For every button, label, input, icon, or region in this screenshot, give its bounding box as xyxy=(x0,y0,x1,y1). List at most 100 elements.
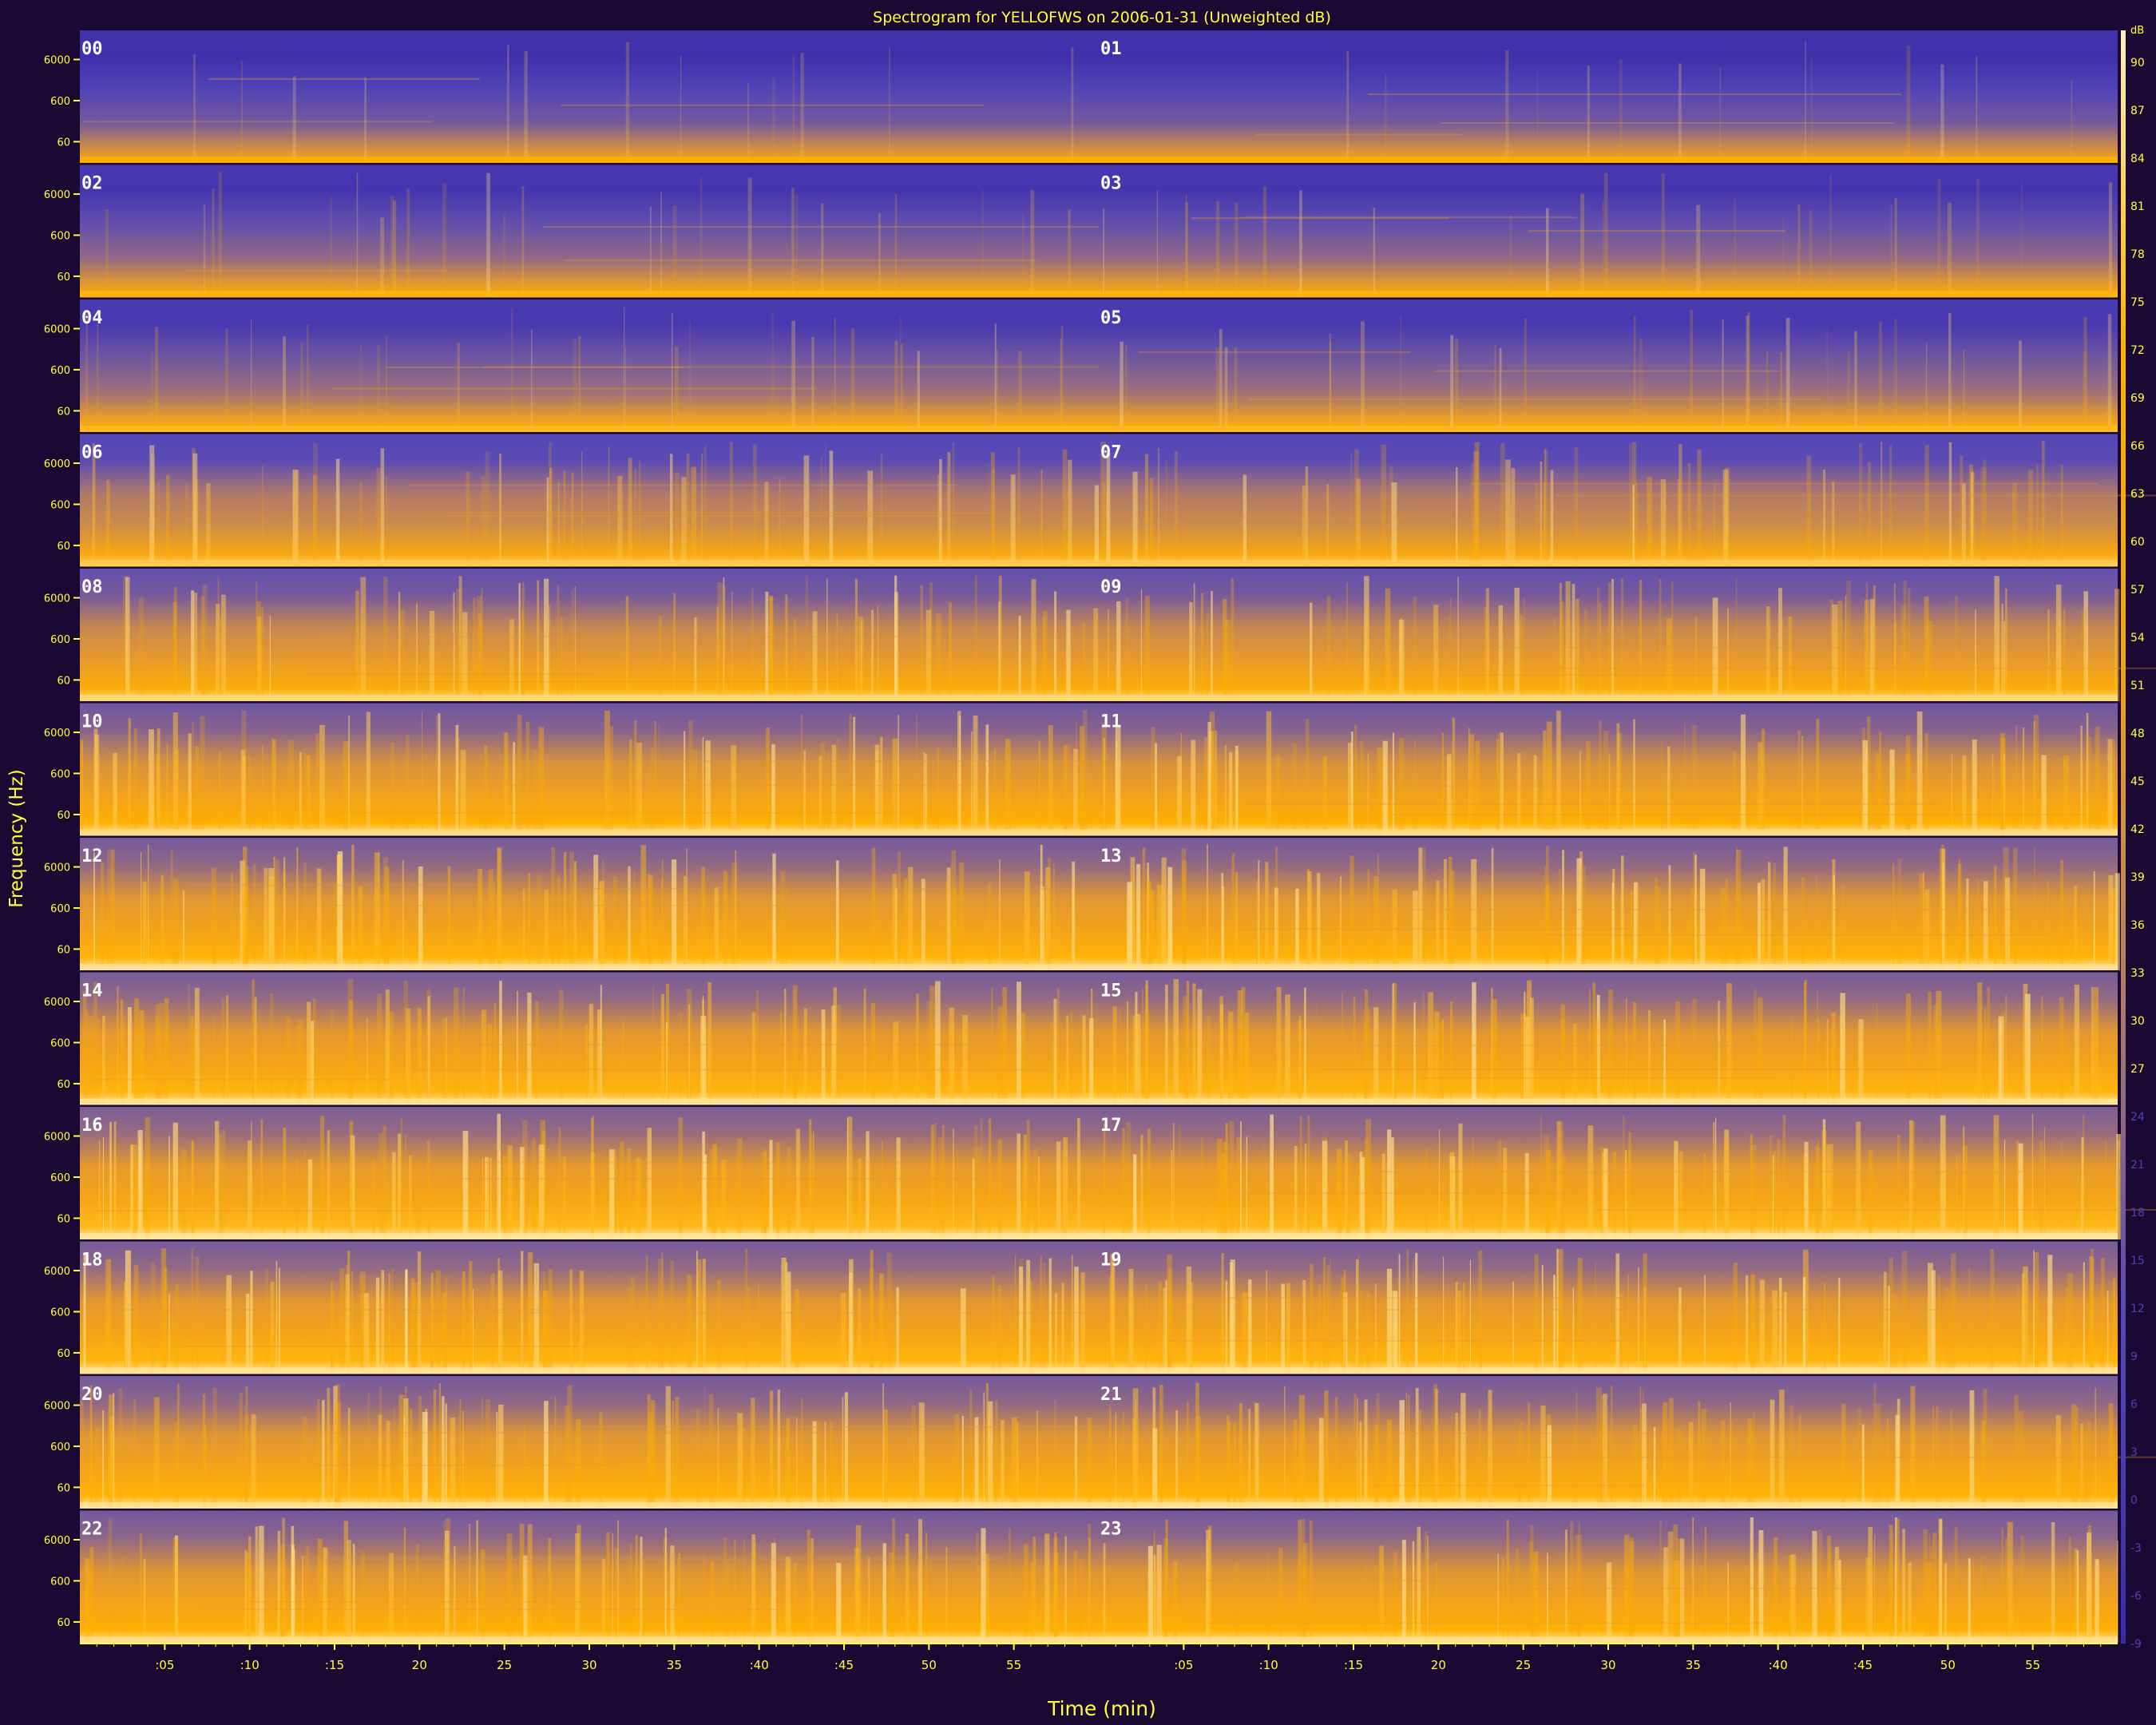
colorbar-tick: 9 xyxy=(2130,1350,2138,1363)
frequency-axis: 6000 600 60 6000 600 60 6000 600 60 6000 600 60 6000… xyxy=(44,55,80,1629)
colorbar-tick: 45 xyxy=(2130,775,2145,788)
y-tick-label: 60 xyxy=(57,810,70,822)
colorbar-tick: 57 xyxy=(2130,584,2145,597)
y-tick-label: 60 xyxy=(57,1348,70,1360)
y-tick-label: 60 xyxy=(57,1079,70,1091)
colorbar-tick: -9 xyxy=(2130,1638,2142,1651)
panel-label: 08 xyxy=(81,577,103,597)
colorbar-tick: 60 xyxy=(2130,536,2145,549)
colorbar-tick: 87 xyxy=(2130,105,2145,117)
spectro-streaks xyxy=(1109,1382,2156,1509)
panel-label: 10 xyxy=(81,712,103,732)
y-tick-label: 600 xyxy=(50,903,70,915)
colorbar-tick: 33 xyxy=(2130,967,2145,980)
x-tick-label: 50 xyxy=(921,1658,937,1672)
colorbar-tick: 27 xyxy=(2130,1063,2145,1076)
y-axis-label: Frequency (Hz) xyxy=(6,769,27,907)
colorbar-tick: 75 xyxy=(2130,296,2145,309)
time-axis: :05:10:15 20 25 30 35:40:45 50 55:05:10:15 20 25… xyxy=(80,1643,2118,1672)
x-tick-label: :05 xyxy=(155,1658,174,1672)
x-tick-label: 50 xyxy=(1940,1658,1956,1672)
spectro-streaks xyxy=(1103,1113,2156,1239)
y-tick-label: 6000 xyxy=(44,997,70,1009)
y-tick-label: 60 xyxy=(57,1617,70,1629)
colorbar-tick: 42 xyxy=(2130,823,2145,836)
panel-label: 22 xyxy=(81,1520,103,1540)
x-tick-label: :15 xyxy=(325,1658,344,1672)
x-tick-label: 35 xyxy=(667,1658,682,1672)
panel-label: 12 xyxy=(81,847,103,866)
colorbar-unit: dB xyxy=(2130,25,2144,37)
y-tick-label: 600 xyxy=(50,1172,70,1184)
hour-panel-00: 00 xyxy=(80,30,1099,164)
hour-panel-10: 10 xyxy=(80,703,1221,836)
panel-label: 23 xyxy=(1100,1520,1122,1540)
colorbar-tick: 54 xyxy=(2130,632,2145,644)
hour-panel-05: 05 xyxy=(1099,299,2118,432)
spectro-streaks xyxy=(1112,979,2099,1105)
colorbar-tick: -3 xyxy=(2130,1542,2142,1555)
y-tick-label: 600 xyxy=(50,1037,70,1049)
hour-panel-20: 20 xyxy=(80,1376,1242,1509)
y-tick-label: 6000 xyxy=(44,1401,70,1413)
panel-label: 11 xyxy=(1100,712,1122,732)
hour-panel-04: 04 xyxy=(80,299,1151,432)
hour-panel-15: 15 xyxy=(1099,972,2118,1105)
y-tick-label: 600 xyxy=(50,230,70,242)
hour-panel-08: 08 xyxy=(80,569,1099,701)
y-tick-label: 600 xyxy=(50,768,70,780)
colorbar-tick: 78 xyxy=(2130,248,2145,261)
spectro-streaks xyxy=(1103,172,2113,298)
y-tick-label: 60 xyxy=(57,1482,70,1494)
y-tick-label: 60 xyxy=(57,944,70,956)
x-tick-label: 20 xyxy=(412,1658,427,1672)
colorbar-tick: 84 xyxy=(2130,153,2145,165)
y-tick-label: 6000 xyxy=(44,728,70,740)
x-tick-label: :40 xyxy=(1769,1658,1788,1672)
colorbar-tick: 81 xyxy=(2130,200,2145,213)
y-tick-label: 6000 xyxy=(44,1132,70,1144)
spectro-streaks xyxy=(1120,310,2112,432)
y-tick-label: 6000 xyxy=(44,324,70,336)
hour-panel-03: 03 xyxy=(1099,165,2118,298)
colorbar-tick: 21 xyxy=(2130,1159,2145,1172)
panel-label: 03 xyxy=(1100,174,1122,194)
spectro-streaks xyxy=(1127,844,2120,970)
x-axis-label: Time (min) xyxy=(1047,1697,1156,1720)
colorbar-tick: 72 xyxy=(2130,344,2145,357)
x-tick-label: :45 xyxy=(1853,1658,1873,1672)
colorbar-tick: 6 xyxy=(2130,1398,2138,1411)
x-tick-label: 35 xyxy=(1686,1658,1701,1672)
y-tick-label: 6000 xyxy=(44,862,70,874)
spectro-streaks xyxy=(1101,710,2115,836)
hour-panel-12: 12 xyxy=(80,838,1099,970)
hour-panel-07: 07 xyxy=(1099,434,2156,567)
x-tick-label: 30 xyxy=(1600,1658,1615,1672)
spectro-streaks xyxy=(92,442,1100,567)
colorbar-tick: 90 xyxy=(2130,57,2145,69)
y-tick-label: 600 xyxy=(50,499,70,511)
spectro-streaks xyxy=(94,1113,1080,1239)
panel-label: 15 xyxy=(1100,981,1122,1001)
panel-label: 14 xyxy=(81,981,103,1001)
y-tick-label: 6000 xyxy=(44,593,70,605)
x-tick-label: :40 xyxy=(750,1658,769,1672)
panel-label: 04 xyxy=(81,308,103,328)
colorbar-tick: 3 xyxy=(2130,1446,2138,1459)
panel-label: 16 xyxy=(81,1116,103,1136)
colorbar-tick: 39 xyxy=(2130,871,2145,884)
y-tick-label: 60 xyxy=(57,675,70,687)
spectro-streaks xyxy=(82,42,1074,164)
spectro-streaks xyxy=(80,1382,1242,1509)
hour-panel-06: 06 xyxy=(80,434,1100,567)
colorbar-tick: 51 xyxy=(2130,680,2145,692)
panel-label: 18 xyxy=(81,1251,103,1271)
spectro-streaks xyxy=(85,307,1151,432)
hour-panel-23: 23 xyxy=(1099,1510,2118,1644)
panel-label: 00 xyxy=(81,39,103,59)
panel-label: 05 xyxy=(1100,308,1122,328)
x-tick-label: 55 xyxy=(2025,1658,2040,1672)
y-tick-label: 60 xyxy=(57,1213,70,1225)
panel-label: 17 xyxy=(1100,1116,1122,1136)
